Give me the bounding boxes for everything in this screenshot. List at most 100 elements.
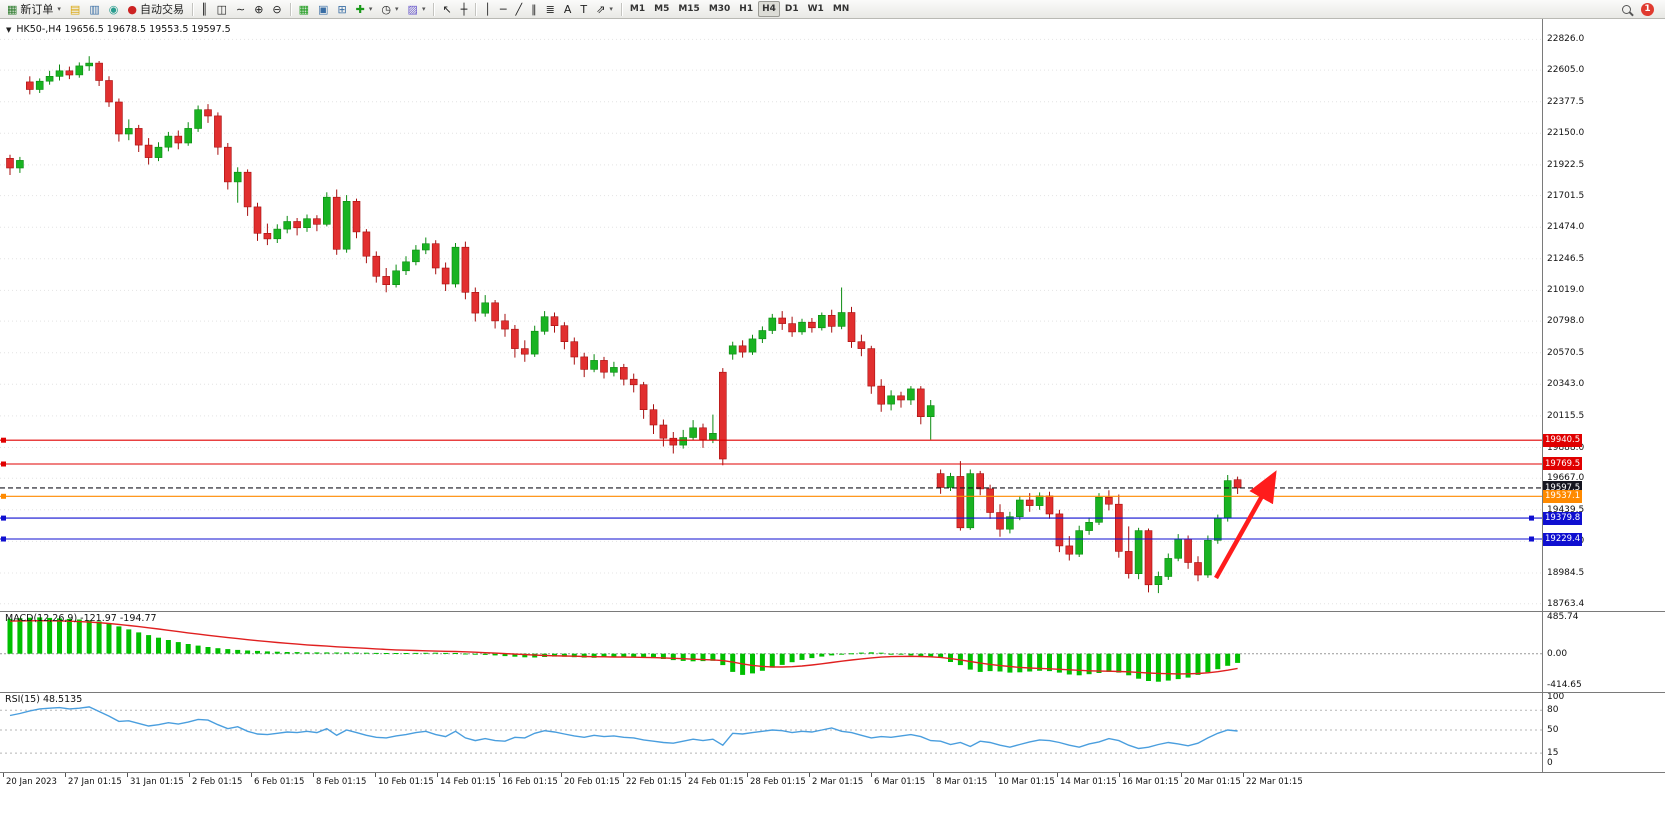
rsi-pane[interactable]: RSI(15) 48.5135	[0, 692, 1542, 772]
price-chart-canvas-holder[interactable]	[0, 19, 1542, 611]
text-tool-icon: A	[563, 2, 572, 16]
periods-button[interactable]: ◷ ▾	[377, 1, 402, 18]
zoom-out-button[interactable]: ⊖	[268, 1, 285, 18]
bar-chart-type-button[interactable]: ║	[197, 1, 212, 18]
templates-button[interactable]: ▨ ▾	[404, 1, 430, 18]
zoom-out-icon: ⊖	[272, 2, 282, 16]
dropdown-arrow-icon: ▾	[421, 5, 426, 13]
cursor-icon: ↖	[442, 2, 452, 16]
tile-windows-button[interactable]: ▦	[295, 1, 313, 18]
timeframe-m15[interactable]: M15	[674, 1, 703, 17]
shapes-arrow-icon: ⇗	[596, 2, 606, 16]
time-axis-tick	[1181, 773, 1182, 777]
profiles-button[interactable]: ▤	[66, 1, 84, 18]
time-axis-label: 6 Feb 01:15	[254, 777, 305, 787]
timeframe-m30[interactable]: M30	[705, 1, 734, 17]
sound-button[interactable]: ◉	[105, 1, 123, 18]
price-axis-label: 21246.5	[1547, 253, 1585, 264]
dropdown-arrow-icon: ▾	[395, 5, 399, 13]
time-axis-tick	[933, 773, 934, 777]
macd-axis-label: 0.00	[1547, 648, 1568, 659]
macd-label: MACD(12,26,9) -121.97 -194.77	[5, 613, 157, 624]
line-chart-type-button[interactable]: ∼	[232, 1, 249, 18]
macd-pane[interactable]: MACD(12,26,9) -121.97 -194.77	[0, 611, 1542, 692]
zoom-in-icon: ⊕	[254, 2, 264, 16]
time-axis-label: 14 Mar 01:15	[1060, 777, 1117, 787]
time-axis-label: 20 Mar 01:15	[1184, 777, 1241, 787]
price-chart-canvas[interactable]	[0, 19, 1542, 611]
rsi-canvas-holder[interactable]	[0, 692, 1542, 772]
cascade-windows-button[interactable]: ▣	[314, 1, 332, 18]
sound-icon: ◉	[108, 2, 119, 16]
chart-title: ▼ HK50-,H4 19656.5 19678.5 19553.5 19597…	[6, 24, 231, 35]
crosshair-icon: ┼	[460, 2, 468, 16]
price-axis-label: 19439.5	[1547, 504, 1585, 515]
timeframe-mn[interactable]: MN	[829, 1, 854, 17]
trendline-button[interactable]: ╱	[512, 1, 527, 18]
charts-icon: ▥	[89, 2, 100, 16]
toolbar-separator	[289, 2, 291, 16]
price-axis-border	[1542, 19, 1543, 772]
chart-window: ▼ HK50-,H4 19656.5 19678.5 19553.5 19597…	[0, 19, 1665, 840]
time-axis-label: 2 Feb 01:15	[192, 777, 243, 787]
arrange-windows-button[interactable]: ⊞	[333, 1, 350, 18]
timeframe-h1[interactable]: H1	[735, 1, 757, 17]
time-axis-tick	[685, 773, 686, 777]
price-axis[interactable]: 22826.0 22605.0 22377.5 22150.0 21922.5 21701…	[1543, 19, 1665, 772]
price-axis-label: 21922.5	[1547, 159, 1585, 170]
search-icon[interactable]	[1618, 1, 1634, 17]
time-axis-tick	[747, 773, 748, 777]
rsi-axis-label: 15	[1547, 748, 1559, 759]
zoom-in-button[interactable]: ⊕	[250, 1, 267, 18]
price-chart-pane[interactable]: ▼ HK50-,H4 19656.5 19678.5 19553.5 19597…	[0, 19, 1542, 611]
label-tool-button[interactable]: T	[576, 1, 591, 18]
autotrading-label: 自动交易	[139, 3, 184, 16]
shapes-button[interactable]: ⇗ ▾	[592, 1, 617, 18]
notification-badge[interactable]: 1	[1641, 2, 1654, 16]
timeframe-m1[interactable]: M1	[626, 1, 649, 17]
time-axis[interactable]: 20 Jan 2023 27 Jan 01:15 31 Jan 01:15 2 Feb…	[0, 773, 1665, 795]
text-tool-button[interactable]: A	[560, 1, 576, 18]
crosshair-button[interactable]: ┼	[457, 1, 472, 18]
horizontal-line-button[interactable]: ─	[496, 1, 511, 18]
rsi-canvas[interactable]	[0, 692, 1542, 772]
time-axis-label: 10 Mar 01:15	[998, 777, 1055, 787]
pane-splitter[interactable]	[0, 611, 1665, 612]
price-axis-label: 21701.5	[1547, 190, 1585, 201]
time-axis-label: 16 Feb 01:15	[502, 777, 558, 787]
toolbar-separator	[191, 2, 193, 16]
autotrading-button[interactable]: ● 自动交易	[123, 1, 188, 18]
timeframe-h4[interactable]: H4	[758, 1, 780, 17]
templates-icon: ▨	[407, 2, 418, 16]
time-axis-label: 8 Feb 01:15	[316, 777, 367, 787]
collapse-icon[interactable]: ▼	[6, 25, 12, 34]
cascade-windows-icon: ▣	[318, 2, 329, 16]
arrange-windows-icon: ⊞	[337, 2, 347, 16]
rsi-axis-label: 80	[1547, 705, 1559, 716]
price-level-tag: 19229.4	[1543, 532, 1583, 546]
candlestick-type-button[interactable]: ◫	[213, 1, 231, 18]
indicators-button[interactable]: ✚ ▾	[352, 1, 377, 18]
time-axis-label: 27 Jan 01:15	[68, 777, 122, 787]
channel-button[interactable]: ∥	[527, 1, 541, 18]
price-axis-label: 21019.0	[1547, 285, 1585, 296]
timeframe-d1[interactable]: D1	[781, 1, 803, 17]
periods-clock-icon: ◷	[381, 2, 392, 16]
vertical-line-button[interactable]: │	[480, 1, 495, 18]
indicators-icon: ✚	[355, 2, 365, 16]
time-axis-label: 22 Feb 01:15	[626, 777, 682, 787]
fibonacci-button[interactable]: ≣	[542, 1, 559, 18]
time-axis-tick	[995, 773, 996, 777]
time-axis-tick	[809, 773, 810, 777]
cursor-button[interactable]: ↖	[438, 1, 455, 18]
macd-canvas-holder[interactable]	[0, 611, 1542, 692]
channel-icon: ∥	[531, 2, 537, 16]
price-axis-label: 22377.5	[1547, 96, 1585, 107]
pane-splitter[interactable]	[0, 692, 1665, 693]
new-order-button[interactable]: ▦ 新订单 ▾	[3, 1, 65, 18]
macd-canvas[interactable]	[0, 611, 1542, 692]
timeframe-w1[interactable]: W1	[804, 1, 828, 17]
time-axis-tick	[437, 773, 438, 777]
charts-button[interactable]: ▥	[85, 1, 103, 18]
timeframe-m5[interactable]: M5	[650, 1, 673, 17]
